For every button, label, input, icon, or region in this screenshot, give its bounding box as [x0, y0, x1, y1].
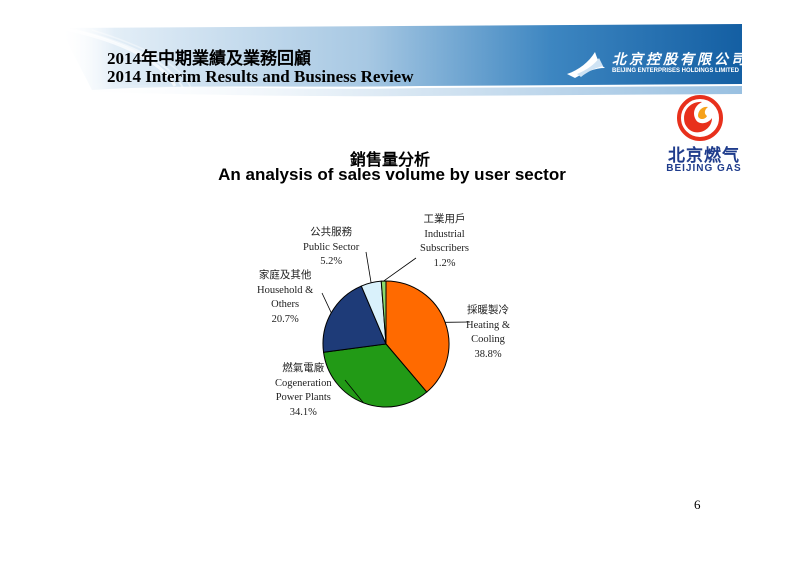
slice-value-label: 34.1%	[289, 406, 317, 418]
slice-label-chinese: 工業用戶	[423, 214, 466, 225]
beijing-gas-chinese-name: 北京燃气	[668, 146, 740, 166]
slice-value-label: 20.7%	[271, 313, 299, 325]
pie-slice-household	[322, 285, 387, 353]
slice-label-cogeneration: 燃氣電廠 Cogeneration Power Plants 34.1%	[275, 362, 332, 420]
beijing-enterprises-logo-icon	[567, 52, 605, 78]
pie-slice-industrial	[380, 280, 387, 345]
slice-label-public-sector: 公共服務 Public Sector 5.2%	[303, 226, 359, 270]
beijing-enterprises-english-name: BEIJING ENTERPRISES HOLDINGS LIMITED	[612, 68, 740, 74]
leader-line	[344, 379, 364, 404]
slice-label-english: Others	[271, 299, 300, 310]
beijing-gas-emblem-icon	[677, 95, 723, 141]
leader-line	[365, 251, 372, 283]
page-number: 6	[694, 497, 701, 512]
slice-label-chinese: 採暖製冷	[467, 305, 510, 316]
slice-label-english: Household &	[257, 284, 314, 296]
pie-slices	[322, 280, 450, 408]
slice-label-chinese: 公共服務	[310, 227, 353, 238]
chart-title: 銷售量分析	[349, 150, 430, 169]
slice-value-label: 5.2%	[320, 256, 343, 267]
slice-value-label: 38.8%	[474, 348, 502, 360]
slice-value-label: 1.2%	[433, 257, 456, 269]
pie-leader-lines	[321, 251, 471, 404]
slice-label-english: Cooling	[471, 334, 505, 345]
slice-label-chinese: 燃氣電廠	[282, 363, 325, 374]
leader-line	[383, 257, 417, 282]
slice-label-chinese: 家庭及其他	[258, 270, 312, 281]
slice-label-english: Heating &	[466, 319, 511, 331]
slice-label-heating-cooling: 採暖製冷 Heating & Cooling 38.8%	[466, 304, 510, 362]
leader-line	[321, 292, 332, 313]
slice-label-english: Subscribers	[420, 243, 469, 254]
chart-subtitle: An analysis of sales volume by user sect…	[218, 165, 566, 184]
slice-label-household: 家庭及其他 Household & Others 20.7%	[257, 269, 313, 327]
pie-slice-heating-cooling	[385, 280, 450, 393]
header-title-chinese: 2014年中期業績及業務回顧	[107, 49, 311, 68]
slice-label-industrial: 工業用戶 Industrial Subscribers 1.2%	[420, 213, 469, 271]
slice-label-english: Public Sector	[303, 241, 360, 253]
slice-label-english: Cogeneration	[275, 377, 332, 389]
beijing-enterprises-chinese-name: 北京控股有限公司	[612, 53, 748, 68]
header-title-english: 2014 Interim Results and Business Review	[107, 67, 414, 86]
slice-label-english: Industrial	[424, 228, 465, 240]
slice-label-english: Power Plants	[275, 392, 331, 403]
beijing-gas-english-name: BEIJING GAS	[666, 163, 742, 174]
